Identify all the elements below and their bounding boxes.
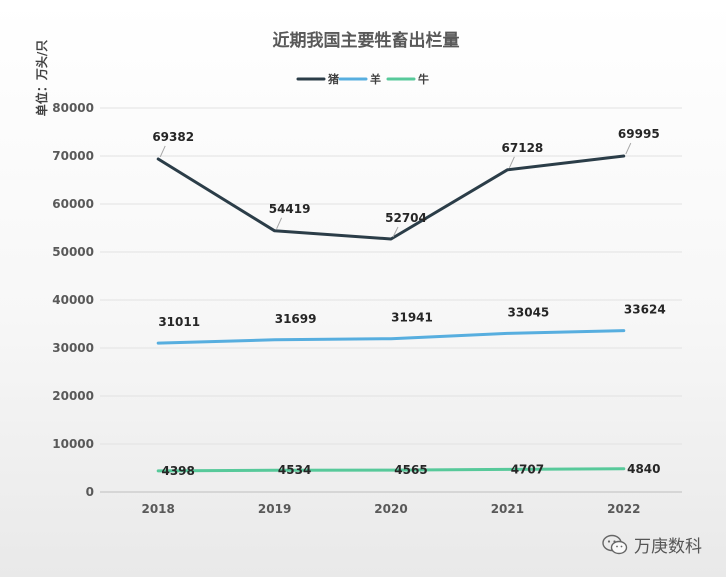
- data-label: 33045: [508, 305, 550, 319]
- leader-line: [159, 145, 166, 158]
- y-tick-label: 80000: [52, 101, 94, 115]
- chart-title: 近期我国主要牲畜出栏量: [273, 30, 460, 51]
- data-label: 69995: [618, 127, 660, 141]
- watermark: 万庚数科: [602, 532, 702, 557]
- y-axis-ticks: 0 10000 20000 30000 40000 50000 60000 70000 8000…: [52, 101, 94, 499]
- y-tick-label: 60000: [52, 197, 94, 211]
- y-tick-label: 20000: [52, 389, 94, 403]
- data-label: 67128: [502, 141, 544, 155]
- data-label: 54419: [269, 202, 311, 216]
- series-line: [156, 154, 626, 241]
- data-label: 69382: [152, 130, 194, 144]
- x-tick-label: 2022: [607, 502, 640, 516]
- data-label: 31699: [275, 312, 317, 326]
- legend: 猪羊牛: [296, 72, 429, 86]
- wechat-icon: [602, 534, 628, 554]
- watermark-text: 万庚数科: [634, 537, 702, 557]
- y-tick-label: 50000: [52, 245, 94, 259]
- x-tick-label: 2018: [141, 502, 174, 516]
- legend-label: 牛: [418, 72, 429, 86]
- y-axis-unit-label: 单位：万头/只: [34, 40, 49, 116]
- leader-line: [508, 156, 515, 168]
- series-line: [156, 467, 626, 473]
- legend-label: 羊: [370, 72, 381, 86]
- data-label: 33624: [624, 303, 666, 317]
- data-label: 4707: [511, 462, 544, 476]
- x-tick-label: 2020: [374, 502, 407, 516]
- x-axis-ticks: 2018 2019 2020 2021 2022: [141, 502, 640, 516]
- x-tick-label: 2021: [491, 502, 524, 516]
- legend-label: 猪: [327, 72, 339, 86]
- data-label: 4565: [394, 463, 427, 477]
- data-labels: 69382 54419 52704 67128 69995 31011 31699 31941…: [152, 127, 665, 478]
- x-tick-label: 2019: [258, 502, 291, 516]
- series-line: [156, 329, 626, 345]
- y-tick-label: 70000: [52, 149, 94, 163]
- data-label: 4398: [161, 464, 194, 478]
- y-tick-label: 0: [86, 485, 94, 499]
- data-label: 4840: [627, 462, 660, 476]
- leader-line: [392, 226, 399, 238]
- data-label: 4534: [278, 463, 311, 477]
- y-tick-label: 30000: [52, 341, 94, 355]
- y-tick-label: 10000: [52, 437, 94, 451]
- leader-line: [625, 142, 632, 155]
- series-lines: [156, 154, 626, 473]
- leader-line: [276, 217, 283, 229]
- y-tick-label: 40000: [52, 293, 94, 307]
- data-label: 52704: [385, 211, 427, 225]
- data-label: 31941: [391, 311, 433, 325]
- gridlines: [100, 107, 682, 493]
- data-label: 31011: [158, 315, 200, 329]
